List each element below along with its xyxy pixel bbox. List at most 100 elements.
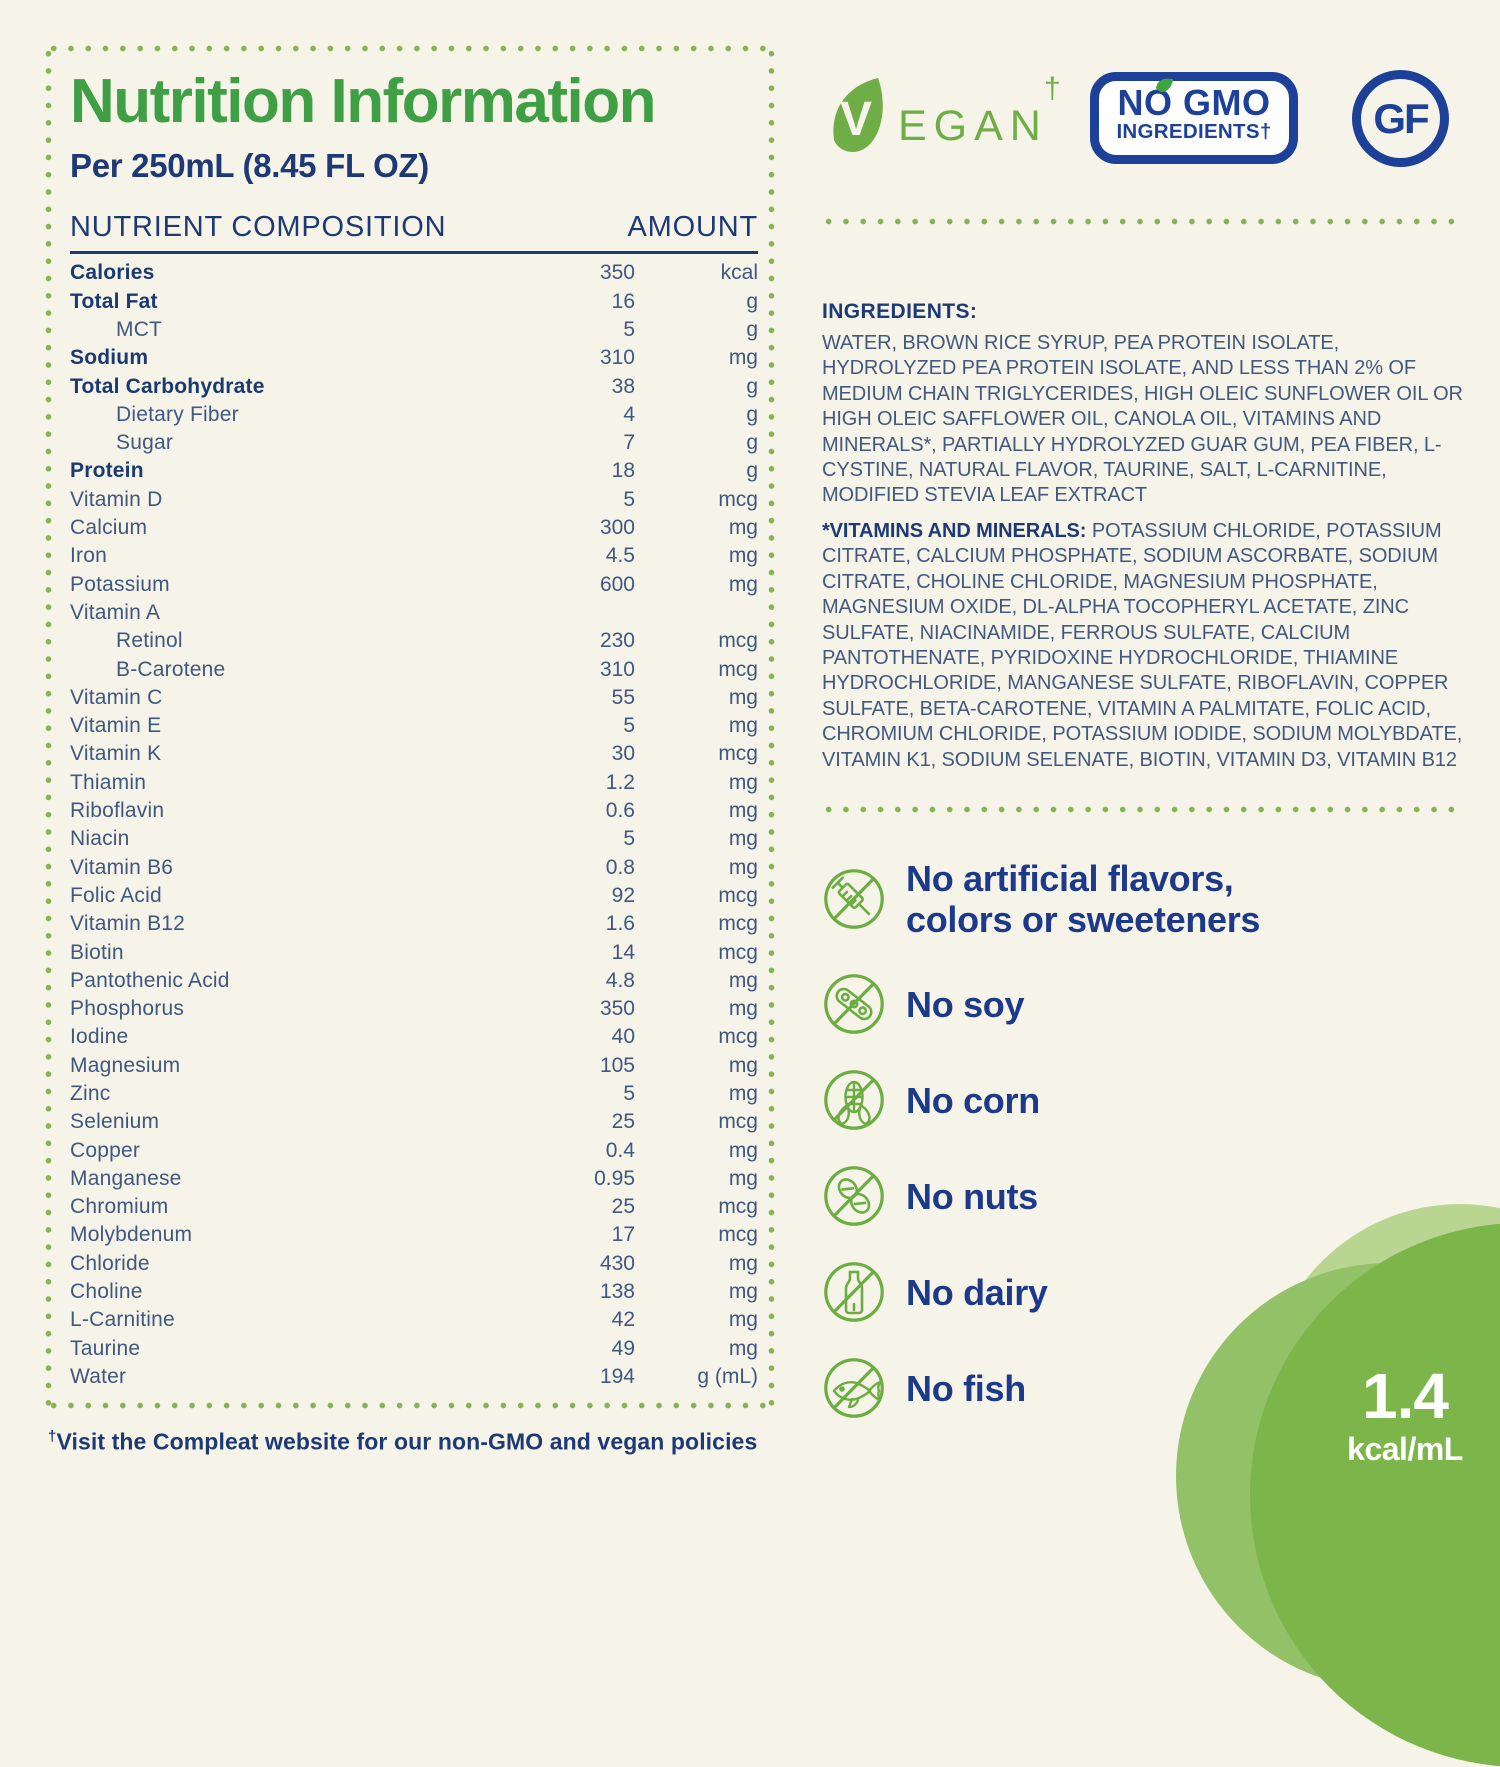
nutrient-value: 138 (599, 1280, 635, 1304)
nutrient-label: L-Carnitine (70, 1308, 175, 1332)
nutrient-value: 5 (623, 487, 635, 511)
nutrient-unit: mcg (718, 1195, 758, 1219)
nutrient-value: 600 (599, 572, 635, 596)
nutrient-value: 42 (611, 1308, 635, 1332)
nutrition-label: { "colors": { "background": "#f6f3e8", "… (45, 45, 1500, 1767)
nutrient-label: Retinol (116, 629, 183, 653)
nutrient-value: 350 (599, 997, 635, 1021)
nutrient-value: 194 (599, 1364, 635, 1388)
nutrient-unit: g (746, 374, 758, 398)
nutrient-value: 430 (599, 1251, 635, 1275)
nutrient-unit: mcg (718, 742, 758, 766)
panel-border-right (768, 45, 775, 1409)
panel-border-top (45, 45, 775, 52)
no-corn-icon (822, 1068, 886, 1132)
nutrient-value: 4.8 (605, 968, 635, 992)
nutrient-label: Phosphorus (70, 997, 185, 1021)
no-artificial-flavors-icon (822, 867, 886, 931)
vegan-label: EGAN (898, 102, 1048, 150)
nutrient-label: Manganese (70, 1166, 182, 1190)
no-gmo-text: NO GMO (1117, 82, 1271, 123)
nutrient-unit: mg (728, 1251, 758, 1275)
nutrient-unit: mg (728, 799, 758, 823)
vitamins-minerals-section: *VITAMINS AND MINERALS: POTASSIUM CHLORI… (822, 519, 1482, 773)
nutrient-value: 5 (623, 714, 635, 738)
nutrition-panel: Nutrition Information Per 250mL (8.45 FL… (70, 70, 758, 1391)
vitamins-text: POTASSIUM CHLORIDE, POTASSIUM CITRATE, C… (822, 520, 1463, 771)
gluten-free-badge: GF (1352, 70, 1449, 167)
vegan-dagger: † (1044, 72, 1061, 105)
claim-label: No artificial flavors, colors or sweeten… (906, 858, 1261, 940)
nutrient-value: 0.4 (605, 1138, 635, 1162)
ingredients-heading: INGREDIENTS: (822, 300, 978, 323)
nutrient-label: Molybdenum (70, 1223, 193, 1247)
table-row: Niacin 5 mg (70, 825, 758, 853)
table-row: Chromium 25 mcg (70, 1193, 758, 1221)
nutrient-label: Vitamin B6 (70, 855, 174, 879)
table-row: Iron 4.5 mg (70, 542, 758, 570)
claim-label: No corn (906, 1079, 1040, 1121)
nutrient-label: Vitamin C (70, 685, 163, 709)
energy-density: 1.4 kcal/mL (1330, 1364, 1480, 1468)
table-row: Phosphorus 350 mg (70, 995, 758, 1023)
nutrient-label: Taurine (70, 1336, 141, 1360)
table-row: B-Carotene 310 mcg (70, 655, 758, 683)
table-row: Vitamin B12 1.6 mcg (70, 910, 758, 938)
nutrient-unit: mg (728, 770, 758, 794)
table-row: MCT 5 g (70, 316, 758, 344)
nutrient-unit: mg (728, 544, 758, 568)
nutrient-unit: mg (728, 346, 758, 370)
nutrient-unit: mcg (718, 657, 758, 681)
gluten-free-label: GF (1373, 94, 1429, 142)
nutrient-label: Sodium (70, 346, 149, 370)
nutrient-unit: mcg (718, 487, 758, 511)
nutrient-unit: mg (728, 827, 758, 851)
nutrient-label: Vitamin E (70, 714, 162, 738)
no-gmo-subtext: INGREDIENTS† (1116, 120, 1272, 143)
claim-label: No soy (906, 983, 1025, 1025)
table-row: Sugar 7 g (70, 429, 758, 457)
nutrient-label: Vitamin B12 (70, 912, 186, 936)
nutrient-unit: g (746, 402, 758, 426)
claim-item: No soy (822, 972, 1492, 1036)
nutrient-unit: g (mL) (697, 1364, 758, 1388)
nutrient-value: 16 (611, 289, 635, 313)
nutrient-label: Pantothenic Acid (70, 968, 230, 992)
nutrient-unit: mg (728, 1081, 758, 1105)
serving-size: Per 250mL (8.45 FL OZ) (70, 147, 429, 185)
nutrient-value: 4 (623, 402, 635, 426)
nutrient-value: 7 (623, 431, 635, 455)
nutrient-value: 0.6 (605, 799, 635, 823)
table-row: Potassium 600 mg (70, 571, 758, 599)
ingredients-text: WATER, BROWN RICE SYRUP, PEA PROTEIN ISO… (822, 332, 1463, 507)
nutrient-unit: mg (728, 855, 758, 879)
table-row: Iodine 40 mcg (70, 1023, 758, 1051)
nutrient-label: Selenium (70, 1110, 160, 1134)
leaf-icon (833, 78, 883, 152)
nutrient-value: 92 (611, 883, 635, 907)
table-row: Calcium 300 mg (70, 514, 758, 542)
panel-border-bottom (45, 1402, 775, 1409)
table-row: Chloride 430 mg (70, 1250, 758, 1278)
claim-item: No fish (822, 1356, 1492, 1420)
table-row: Choline 138 mg (70, 1278, 758, 1306)
table-row: Total Carbohydrate 38 g (70, 372, 758, 400)
nutrient-value: 1.6 (605, 912, 635, 936)
vitamins-heading: *VITAMINS AND MINERALS: (822, 520, 1087, 542)
ingredients-section: INGREDIENTS: WATER, BROWN RICE SYRUP, PE… (822, 300, 1478, 509)
table-row: Pantothenic Acid 4.8 mg (70, 967, 758, 995)
nutrient-label: Total Carbohydrate (70, 374, 265, 398)
nutrient-table: Calories 350 kcal Total Fat 16 g MCT 5 g… (70, 259, 758, 1391)
energy-value: 1.4 (1362, 1360, 1449, 1432)
table-row: Calories 350 kcal (70, 259, 758, 287)
leaf-icon (1156, 78, 1173, 93)
table-row: Riboflavin 0.6 mg (70, 797, 758, 825)
nutrient-label: Calories (70, 261, 155, 285)
nutrient-value: 49 (611, 1336, 635, 1360)
table-row: Magnesium 105 mg (70, 1052, 758, 1080)
nutrient-value: 350 (599, 261, 635, 285)
nutrient-label: Biotin (70, 940, 124, 964)
nutrient-unit: mg (728, 516, 758, 540)
energy-unit: kcal/mL (1347, 1431, 1463, 1467)
table-row: Vitamin K 30 mcg (70, 740, 758, 768)
